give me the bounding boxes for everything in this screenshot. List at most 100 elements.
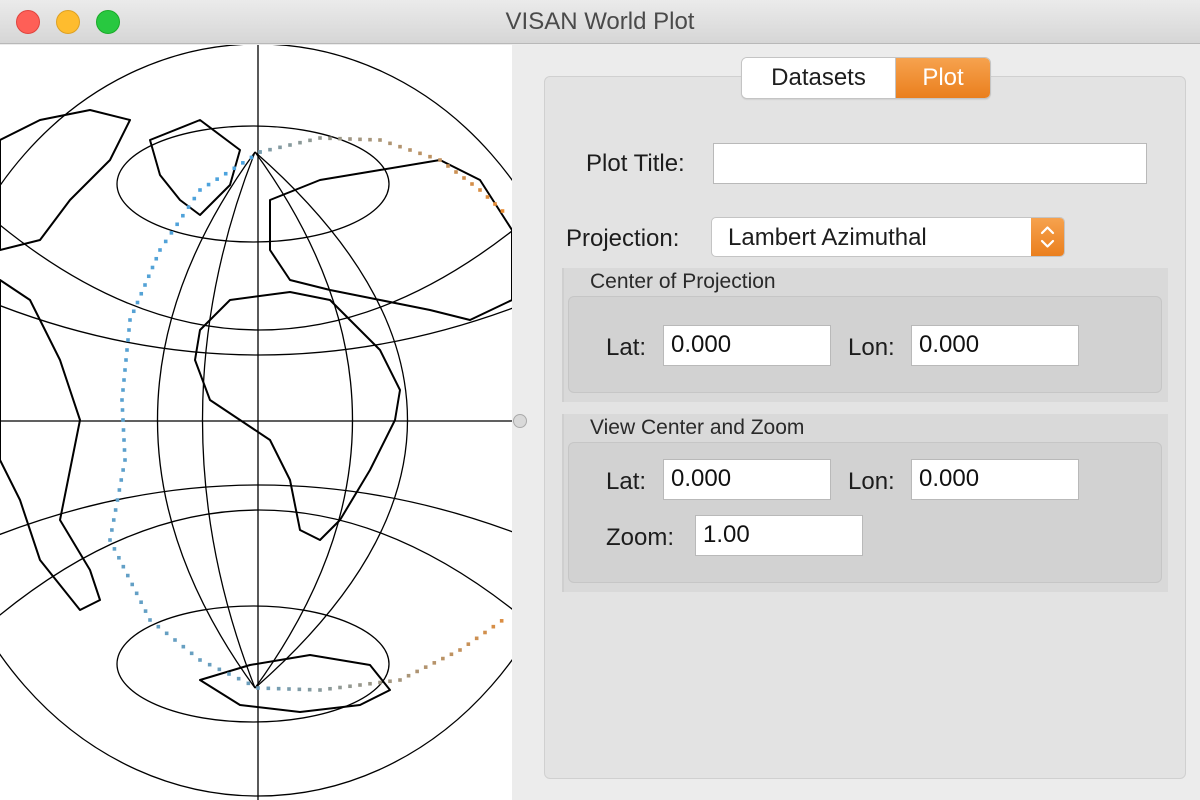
- world-plot-canvas[interactable]: [0, 45, 512, 800]
- splitter-handle[interactable]: [513, 414, 527, 428]
- track-point: [120, 398, 124, 402]
- projection-select[interactable]: Lambert Azimuthal: [711, 217, 1065, 257]
- chevron-up-down-icon: [1031, 218, 1064, 256]
- track-point: [462, 176, 466, 180]
- track-point: [307, 687, 312, 692]
- track-point: [128, 318, 132, 322]
- satellite-track: [108, 136, 505, 692]
- track-point: [122, 438, 126, 442]
- graticule: [0, 45, 512, 800]
- track-point: [124, 358, 128, 362]
- graticule-lat-60n: [0, 224, 512, 331]
- track-point: [368, 681, 372, 686]
- track-point: [198, 188, 202, 192]
- track-point: [249, 155, 254, 160]
- center-lat-input[interactable]: 0.000: [663, 325, 831, 366]
- track-point: [298, 140, 302, 145]
- track-point: [256, 686, 260, 690]
- track-point: [406, 673, 411, 678]
- view-lon-label: Lon:: [848, 468, 895, 495]
- track-point: [121, 468, 125, 472]
- zoom-label: Zoom:: [606, 524, 675, 551]
- track-point: [112, 547, 117, 551]
- track-point: [121, 388, 125, 392]
- track-point: [125, 573, 130, 578]
- track-point: [111, 518, 116, 522]
- track-point: [338, 136, 342, 141]
- track-point: [493, 202, 497, 206]
- track-point: [268, 147, 272, 152]
- track-point: [408, 148, 412, 152]
- track-point: [134, 591, 139, 596]
- track-point: [388, 679, 392, 684]
- track-point: [276, 686, 281, 691]
- tab-plot[interactable]: Plot: [896, 58, 990, 98]
- track-point: [117, 555, 121, 560]
- track-point: [328, 686, 332, 691]
- track-point: [121, 428, 126, 432]
- zoom-input[interactable]: 1.00: [695, 515, 863, 556]
- track-point: [139, 600, 143, 605]
- track-point: [466, 642, 471, 646]
- zoom-window-button[interactable]: [96, 10, 120, 34]
- track-point: [123, 368, 127, 372]
- track-point: [236, 676, 241, 681]
- view-lat-input[interactable]: 0.000: [663, 459, 831, 500]
- track-point: [154, 256, 159, 261]
- track-point: [415, 669, 419, 674]
- graticule-lat-30n: [0, 304, 512, 356]
- track-point: [478, 188, 482, 192]
- track-point: [458, 648, 462, 652]
- track-point: [186, 205, 191, 209]
- graticule-arctic-ring: [116, 125, 390, 243]
- track-point: [143, 609, 148, 613]
- minimize-window-button[interactable]: [56, 10, 80, 34]
- graticule-meridian-west-1: [157, 151, 256, 689]
- track-point: [198, 658, 202, 662]
- track-point: [123, 458, 127, 462]
- track-point: [131, 309, 136, 314]
- center-lon-input[interactable]: 0.000: [911, 325, 1079, 366]
- graticule-meridian-east-1: [254, 151, 408, 689]
- track-point: [175, 222, 179, 227]
- track-point: [232, 166, 237, 171]
- track-point: [158, 248, 162, 252]
- track-point: [150, 265, 155, 270]
- track-point: [348, 137, 352, 141]
- track-point: [169, 231, 174, 235]
- window-title: VISAN World Plot: [505, 8, 695, 35]
- track-point: [207, 662, 212, 667]
- track-point: [438, 158, 442, 162]
- center-of-projection-title: Center of Projection: [590, 270, 776, 293]
- plot-title-input[interactable]: [713, 143, 1147, 184]
- track-point: [266, 686, 271, 691]
- track-point: [398, 144, 402, 149]
- graticule-lat-30s: [0, 484, 512, 536]
- track-point: [130, 582, 135, 587]
- north-america-outline: [0, 109, 131, 251]
- track-point: [108, 538, 112, 542]
- africa-outline: [194, 291, 401, 541]
- close-window-button[interactable]: [16, 10, 40, 34]
- track-point: [122, 448, 127, 452]
- track-point: [246, 681, 251, 686]
- view-lon-input[interactable]: 0.000: [911, 459, 1079, 500]
- track-point: [119, 478, 124, 482]
- track-point: [288, 143, 292, 147]
- track-point: [338, 685, 342, 690]
- track-point: [428, 154, 432, 159]
- track-point: [308, 138, 312, 143]
- track-point: [135, 300, 140, 305]
- tab-datasets[interactable]: Datasets: [742, 58, 896, 98]
- track-point: [328, 136, 332, 141]
- track-point: [227, 672, 231, 676]
- graticule-antarctic-ring: [116, 605, 390, 723]
- track-point: [441, 656, 445, 661]
- track-point: [164, 631, 169, 636]
- track-point: [278, 145, 282, 150]
- track-point: [258, 150, 262, 154]
- track-point: [223, 171, 228, 176]
- graticule-meridian-west-2: [201, 151, 256, 689]
- center-lon-label: Lon:: [848, 334, 895, 361]
- antarctica-outline: [199, 654, 391, 713]
